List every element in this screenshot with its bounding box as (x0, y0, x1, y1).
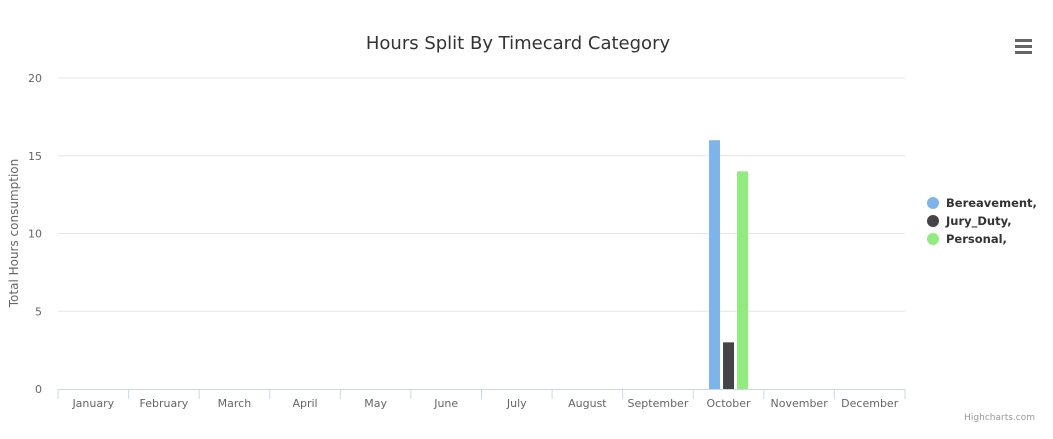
chart-title: Hours Split By Timecard Category (366, 33, 671, 54)
legend-item[interactable]: Bereavement, (927, 196, 1037, 210)
x-tick-label: August (568, 397, 607, 410)
legend-marker-icon (927, 197, 939, 209)
legend-label: Jury_Duty, (945, 214, 1012, 229)
legend-marker-icon (927, 233, 939, 245)
x-tick-label: June (433, 397, 458, 410)
y-tick-label: 10 (28, 228, 42, 241)
x-tick-label: January (71, 397, 114, 410)
y-tick-label: 5 (35, 305, 42, 318)
x-tick-label: May (364, 397, 387, 410)
x-tick-label: September (628, 397, 689, 410)
bar-series (709, 140, 749, 389)
x-tick-label: July (506, 397, 527, 410)
legend-marker-icon (927, 215, 939, 227)
legend-item[interactable]: Personal, (927, 232, 1007, 246)
legend-item[interactable]: Jury_Duty, (927, 214, 1012, 229)
y-axis-ticks: 0 5 10 15 20 (28, 72, 42, 396)
y-tick-label: 15 (28, 150, 42, 163)
x-tick-label: April (292, 397, 317, 410)
grid-lines (58, 77, 905, 312)
legend-label: Bereavement, (946, 196, 1037, 210)
x-tick-label: March (218, 397, 252, 410)
x-tick-label: October (707, 397, 751, 410)
x-tick-label: December (841, 397, 899, 410)
bar-bereavement-october[interactable] (709, 140, 721, 389)
legend-label: Personal, (946, 232, 1007, 246)
x-axis: January February March April May June July Augu… (57, 389, 906, 410)
x-tick-label: February (140, 397, 189, 410)
credits-link[interactable]: Highcharts.com (964, 413, 1035, 423)
y-tick-label: 0 (35, 383, 42, 396)
x-tick-label: November (771, 397, 829, 410)
legend: Bereavement, Jury_Duty, Personal, (927, 196, 1037, 246)
y-tick-label: 20 (28, 72, 42, 85)
bar-juryduty-october[interactable] (723, 342, 735, 389)
bar-personal-october[interactable] (737, 171, 749, 389)
y-axis-title: Total Hours consumption (7, 159, 21, 309)
hamburger-menu-icon[interactable] (1008, 33, 1038, 61)
